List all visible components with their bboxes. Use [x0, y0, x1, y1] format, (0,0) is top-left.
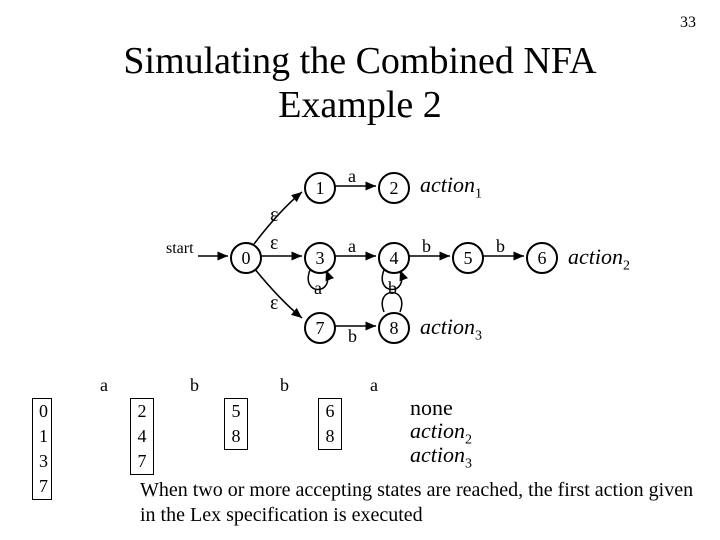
eps-03: ε	[270, 232, 278, 255]
eps-07: ε	[270, 292, 278, 315]
action2: action2	[568, 244, 630, 274]
lbl-a34: a	[348, 236, 356, 257]
start-label: start	[166, 240, 194, 258]
lbl-a33: a	[314, 278, 322, 299]
state-0: 0	[230, 242, 262, 274]
col0: 0137	[32, 398, 52, 500]
action3: action3	[420, 314, 482, 344]
hdr-a2: a	[370, 376, 378, 394]
col3: 68	[318, 398, 342, 450]
hdr-b2: b	[280, 376, 289, 394]
lbl-b45: b	[422, 236, 431, 257]
lbl-b56: b	[496, 236, 505, 257]
state-3: 3	[304, 242, 336, 274]
hdr-a: a	[100, 376, 108, 394]
lbl-a12: a	[348, 166, 356, 187]
state-8: 8	[378, 312, 410, 344]
state-1: 1	[304, 172, 336, 204]
col1: 247	[130, 398, 154, 475]
footer-text: When two or more accepting states are re…	[140, 478, 700, 528]
lbl-b78: b	[348, 326, 357, 347]
lbl-b44: b	[388, 278, 397, 299]
state-4: 4	[378, 242, 410, 274]
state-6: 6	[526, 242, 558, 274]
action1: action1	[420, 172, 482, 202]
hdr-b1: b	[190, 376, 199, 394]
result-a3: action3	[410, 442, 472, 472]
col2: 58	[224, 398, 248, 450]
state-7: 7	[304, 312, 336, 344]
state-2: 2	[378, 172, 410, 204]
state-5: 5	[452, 242, 484, 274]
eps-01: ε	[270, 204, 278, 227]
